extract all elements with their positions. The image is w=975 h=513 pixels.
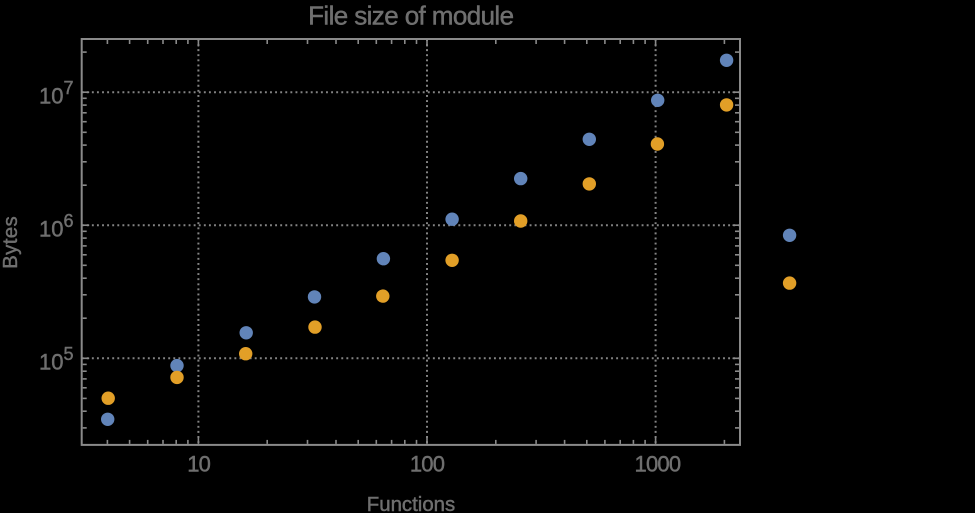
svg-text:105: 105 <box>39 344 74 375</box>
svg-text:107: 107 <box>39 78 74 109</box>
svg-text:10: 10 <box>187 452 210 477</box>
svg-text:File size of module: File size of module <box>308 1 513 31</box>
svg-text:Functions: Functions <box>367 494 455 513</box>
svg-text:106: 106 <box>39 211 74 242</box>
svg-text:Bytes: Bytes <box>0 216 22 269</box>
svg-text:100: 100 <box>410 452 445 477</box>
svg-text:1000: 1000 <box>635 452 681 477</box>
